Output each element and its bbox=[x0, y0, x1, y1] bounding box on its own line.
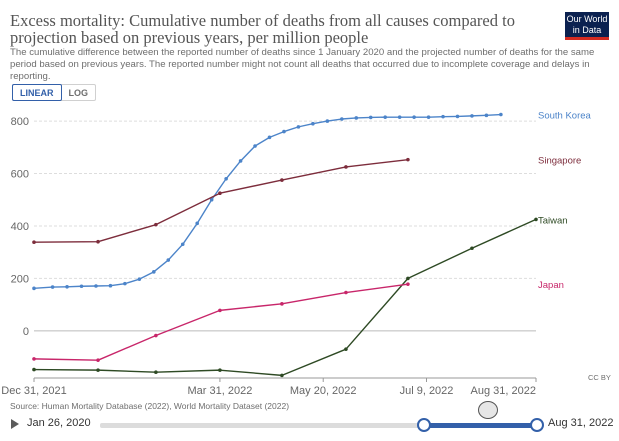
data-point-south-korea bbox=[267, 135, 272, 140]
x-tick-label: Dec 31, 2021 bbox=[1, 385, 66, 397]
watermark bbox=[478, 396, 602, 424]
linear-scale-button[interactable]: LINEAR bbox=[12, 84, 62, 101]
series-label-south-korea: South Korea bbox=[538, 111, 592, 122]
y-tick-label: 800 bbox=[11, 116, 29, 128]
data-point-south-korea bbox=[340, 117, 344, 121]
data-point-singapore bbox=[32, 240, 36, 245]
owid-logo[interactable]: Our World in Data bbox=[565, 12, 609, 40]
timeline-end-label: Aug 31, 2022 bbox=[548, 417, 614, 429]
source-note: Source: Human Mortality Database (2022),… bbox=[10, 401, 290, 411]
data-point-taiwan bbox=[96, 368, 100, 372]
timeline: Jan 26, 2020 Aug 31, 2022 bbox=[0, 415, 619, 437]
data-point-singapore bbox=[344, 165, 348, 169]
data-point-south-korea bbox=[412, 115, 416, 119]
data-point-south-korea bbox=[94, 284, 98, 288]
data-point-taiwan bbox=[32, 367, 36, 372]
timeline-end-handle[interactable] bbox=[530, 418, 544, 432]
series-label-singapore: Singapore bbox=[538, 156, 581, 167]
data-point-south-korea bbox=[499, 112, 503, 117]
data-point-taiwan bbox=[534, 217, 538, 222]
data-point-singapore bbox=[280, 178, 284, 182]
timeline-start-label: Jan 26, 2020 bbox=[27, 417, 91, 429]
data-point-south-korea bbox=[209, 197, 214, 202]
data-point-taiwan bbox=[280, 373, 284, 378]
data-point-south-korea bbox=[296, 125, 301, 129]
data-point-taiwan bbox=[470, 246, 474, 251]
data-point-south-korea bbox=[455, 114, 460, 119]
data-point-south-korea bbox=[137, 277, 142, 281]
wechat-icon bbox=[478, 401, 498, 419]
data-point-taiwan bbox=[406, 276, 410, 281]
y-tick-label: 200 bbox=[11, 273, 29, 285]
data-point-japan bbox=[344, 290, 348, 295]
data-point-south-korea bbox=[108, 283, 113, 288]
line-chart: 0 200 400 600 800 Dec 31, 2021 Mar 31, 2022 May… bbox=[1, 111, 592, 397]
data-point-japan bbox=[406, 282, 410, 286]
data-point-south-korea bbox=[470, 114, 474, 118]
license-label[interactable]: CC BY bbox=[588, 373, 611, 382]
data-point-south-korea bbox=[484, 113, 489, 118]
data-point-japan bbox=[154, 333, 158, 338]
data-point-japan bbox=[32, 357, 36, 361]
data-point-south-korea bbox=[441, 114, 445, 119]
data-point-south-korea bbox=[195, 221, 200, 226]
data-point-south-korea bbox=[238, 159, 243, 163]
series-line-japan bbox=[33, 283, 409, 361]
data-point-singapore bbox=[406, 157, 410, 162]
data-point-taiwan bbox=[344, 347, 348, 351]
x-tick-label: Mar 31, 2022 bbox=[188, 385, 253, 397]
data-point-south-korea bbox=[180, 242, 185, 247]
data-point-japan bbox=[218, 308, 222, 313]
data-point-south-korea bbox=[325, 119, 330, 123]
data-point-japan bbox=[96, 358, 100, 362]
play-icon[interactable] bbox=[11, 419, 19, 429]
data-point-south-korea bbox=[166, 258, 171, 262]
data-point-japan bbox=[280, 302, 284, 306]
data-point-south-korea bbox=[397, 115, 402, 119]
data-point-south-korea bbox=[311, 121, 315, 126]
x-tick-label: Aug 31, 2022 bbox=[471, 385, 536, 397]
data-point-south-korea bbox=[224, 176, 228, 181]
series-label-taiwan: Taiwan bbox=[538, 215, 568, 226]
data-point-singapore bbox=[154, 222, 158, 227]
data-point-taiwan bbox=[154, 370, 158, 375]
series-line-south-korea bbox=[33, 113, 501, 290]
series-label-japan: Japan bbox=[538, 280, 564, 291]
y-tick-label: 0 bbox=[23, 326, 29, 338]
data-point-south-korea bbox=[253, 144, 257, 148]
scale-toggle: LINEAR LOG bbox=[12, 84, 96, 101]
data-point-south-korea bbox=[152, 270, 156, 274]
data-point-south-korea bbox=[65, 284, 69, 289]
chart-subtitle: The cumulative difference between the re… bbox=[10, 47, 595, 82]
chart-title: Excess mortality: Cumulative number of d… bbox=[10, 11, 515, 47]
data-point-south-korea bbox=[32, 286, 36, 291]
timeline-track[interactable] bbox=[100, 423, 537, 428]
series-line-taiwan bbox=[33, 218, 537, 377]
series-line-singapore bbox=[33, 158, 409, 243]
data-point-south-korea bbox=[79, 284, 84, 289]
data-point-taiwan bbox=[218, 368, 222, 372]
data-point-south-korea bbox=[426, 115, 431, 119]
log-scale-button[interactable]: LOG bbox=[68, 88, 89, 98]
data-point-south-korea bbox=[368, 115, 373, 120]
data-point-south-korea bbox=[354, 116, 359, 120]
data-point-singapore bbox=[96, 239, 100, 244]
data-point-south-korea bbox=[282, 129, 286, 134]
y-tick-label: 600 bbox=[11, 169, 29, 181]
data-point-south-korea bbox=[383, 115, 387, 119]
x-tick-label: Jul 9, 2022 bbox=[400, 385, 454, 397]
y-tick-label: 400 bbox=[11, 221, 29, 233]
timeline-selected-range[interactable] bbox=[423, 423, 537, 428]
data-point-singapore bbox=[218, 191, 222, 195]
x-tick-label: May 20, 2022 bbox=[290, 385, 357, 397]
data-point-south-korea bbox=[123, 281, 127, 286]
data-point-south-korea bbox=[50, 285, 55, 289]
timeline-start-handle[interactable] bbox=[417, 418, 431, 432]
